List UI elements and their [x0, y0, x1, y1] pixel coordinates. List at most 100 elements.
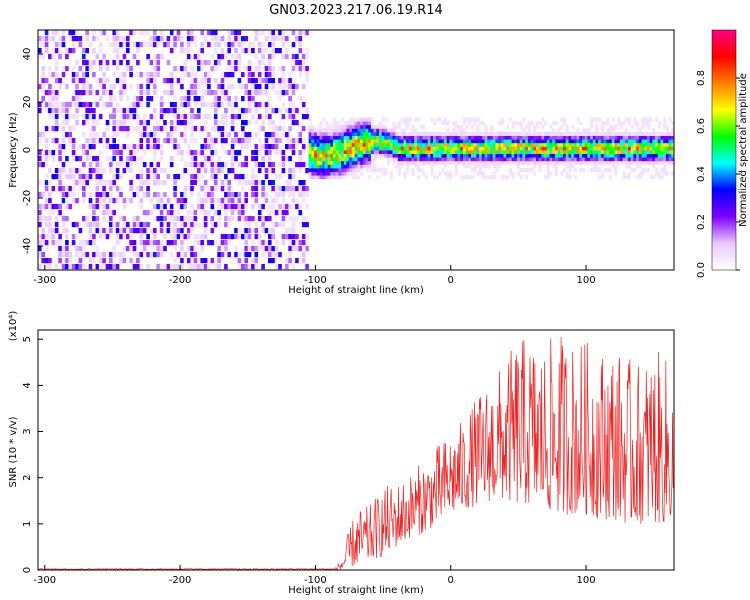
- spectrogram-cell: [190, 138, 194, 144]
- spectrogram-cell: [203, 90, 208, 96]
- spectrogram-cell: [285, 186, 289, 192]
- spectrogram-cell: [587, 128, 591, 133]
- spectrogram-cell: [379, 121, 382, 126]
- spectrogram-cell: [514, 160, 518, 165]
- spectrogram-cell: [132, 150, 137, 156]
- spectrogram-cell: [126, 126, 130, 132]
- spectrogram-cell: [230, 210, 235, 216]
- spectrogram-cell: [241, 132, 245, 138]
- spectrogram-cell: [500, 157, 504, 162]
- spectrogram-cell: [109, 168, 113, 174]
- spectrogram-cell: [200, 60, 204, 66]
- spectrogram-cell: [587, 150, 591, 154]
- spectrogram-cell: [163, 228, 167, 234]
- spectrogram-cell: [511, 142, 515, 147]
- spectrogram-cell: [257, 126, 262, 132]
- spectrogram-cell: [68, 30, 72, 36]
- spectrogram-cell: [517, 132, 520, 136]
- spectrogram-cell: [58, 252, 62, 258]
- spectrogram-cell: [622, 175, 626, 180]
- spectrogram-cell: [573, 160, 577, 165]
- spectrogram-cell: [264, 144, 269, 150]
- spectrogram-cell: [213, 198, 218, 204]
- spectrogram-cell: [274, 258, 279, 264]
- spectrogram-cell: [156, 162, 160, 168]
- spectrogram-cell: [217, 198, 221, 204]
- spectrogram-cell: [552, 153, 556, 158]
- spectrogram-cell: [88, 156, 93, 162]
- spectrogram-cell: [38, 48, 42, 54]
- spectrogram-cell: [98, 60, 103, 66]
- spectrogram-cell: [457, 146, 461, 151]
- spectrogram-cell: [234, 252, 238, 258]
- spectrogram-cell: [183, 186, 188, 192]
- spectrogram-cell: [536, 160, 539, 165]
- spectrogram-cell: [419, 124, 423, 129]
- spectrogram-cell: [169, 156, 174, 162]
- spectrogram-cell: [254, 264, 259, 270]
- spectrogram-cell: [530, 132, 534, 136]
- spectrogram-cell: [322, 139, 326, 144]
- spectrogram-cell: [193, 162, 198, 168]
- spectrogram-cell: [343, 132, 347, 136]
- spectrogram-cell: [549, 142, 553, 147]
- spectrogram-cell: [38, 132, 42, 138]
- spectrogram-cell: [373, 135, 377, 140]
- spectrogram-cell: [511, 153, 515, 158]
- spectrogram-cell: [333, 117, 336, 122]
- spectrogram-cell: [153, 240, 157, 246]
- spectrogram-cell: [271, 222, 275, 228]
- spectrogram-cell: [406, 142, 410, 147]
- spectrogram-cell: [460, 139, 464, 144]
- spectrogram-cell: [430, 132, 434, 136]
- spectrogram-cell: [149, 198, 154, 204]
- spectrogram-cell: [257, 102, 262, 108]
- spectrogram-cell: [213, 36, 218, 42]
- spectrogram-cell: [322, 164, 326, 169]
- spectrogram-cell: [525, 135, 529, 140]
- spectrogram-cell: [360, 171, 364, 176]
- spectrogram-cell: [403, 128, 407, 133]
- spectrogram-cell: [210, 204, 215, 210]
- spectrogram-cell: [500, 150, 504, 154]
- spectrogram-cell: [351, 128, 355, 133]
- spectrogram-cell: [646, 157, 650, 162]
- spectrogram-cell: [573, 142, 577, 147]
- spectrogram-cell: [109, 144, 113, 150]
- spectrogram-cell: [395, 150, 399, 154]
- spectrogram-cell: [112, 210, 116, 216]
- spectrogram-cell: [132, 114, 137, 120]
- spectrogram-cell: [433, 142, 437, 147]
- spectrogram-cell: [630, 124, 634, 129]
- spectrogram-cell: [112, 42, 116, 48]
- spectrogram-cell: [444, 150, 447, 154]
- spectrogram-cell: [565, 157, 569, 162]
- spectrogram-cell: [44, 246, 49, 252]
- spectrogram-cell: [41, 204, 45, 210]
- spectrogram-cell: [261, 144, 265, 150]
- spectrogram-cell: [115, 186, 120, 192]
- spectrogram-cell: [357, 142, 361, 147]
- spectrogram-cell: [357, 139, 361, 144]
- spectrogram-cell: [565, 171, 569, 176]
- spectrogram-cell: [129, 66, 133, 72]
- spectrogram-cell: [200, 258, 204, 264]
- spectrogram-cell: [508, 117, 512, 122]
- spectrogram-cell: [638, 135, 642, 140]
- spectrogram-cell: [568, 142, 572, 147]
- spectrogram-cell: [71, 36, 76, 42]
- spectrogram-cell: [468, 139, 472, 144]
- spectrogram-cell: [241, 204, 245, 210]
- spectrogram-cell: [314, 168, 318, 172]
- spectrogram-cell: [71, 72, 76, 78]
- spectrogram-cell: [630, 160, 634, 165]
- spectrogram-cell: [441, 160, 445, 165]
- spectrogram-cell: [568, 135, 572, 140]
- x-tick-label: -100: [304, 275, 327, 286]
- spectrogram-cell: [592, 146, 596, 151]
- spectrogram-cell: [159, 168, 164, 174]
- spectrogram-cell: [541, 150, 545, 154]
- spectrogram-cell: [257, 60, 262, 66]
- spectrogram-cell: [132, 246, 137, 252]
- spectrogram-cell: [319, 128, 323, 133]
